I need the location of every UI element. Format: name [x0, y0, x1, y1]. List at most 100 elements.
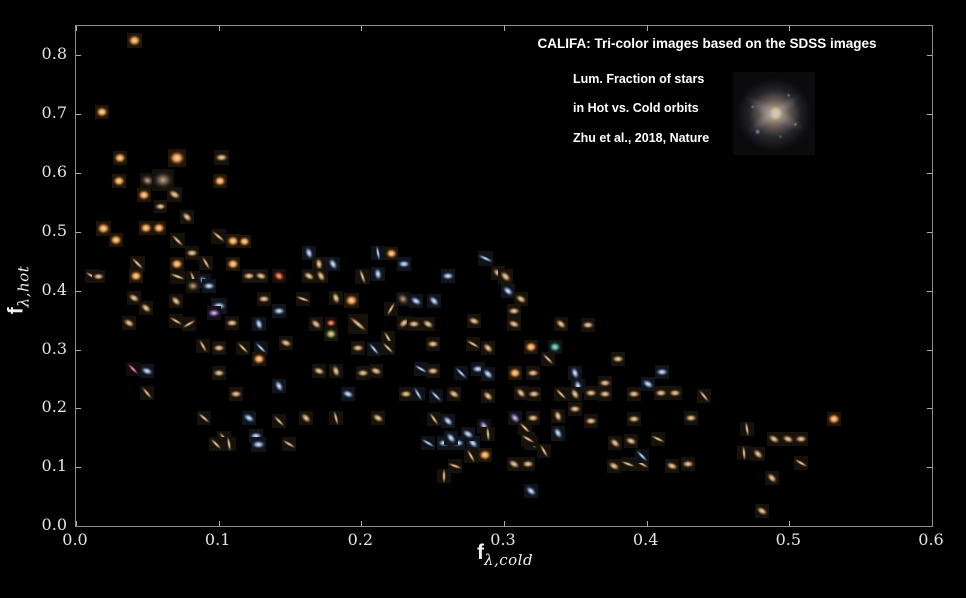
galaxy-thumbnail — [251, 337, 272, 358]
galaxy-thumbnail — [327, 409, 345, 427]
x-tick-mark — [504, 26, 505, 31]
galaxy-thumbnail — [225, 256, 240, 271]
galaxy-thumbnail — [565, 384, 585, 404]
galaxy-ellipse — [165, 290, 186, 311]
galaxy-thumbnail — [408, 384, 428, 404]
galaxy-ellipse — [168, 148, 187, 167]
galaxy-thumbnail — [201, 279, 216, 293]
galaxy-thumbnail — [738, 420, 755, 438]
galaxy-ellipse — [108, 233, 123, 248]
galaxy-ellipse — [251, 351, 266, 366]
galaxy-thumbnail — [196, 253, 216, 273]
galaxy-ellipse — [276, 334, 295, 353]
galaxy-ellipse — [478, 337, 499, 358]
galaxy-ellipse — [524, 340, 539, 355]
galaxy-thumbnail — [381, 299, 401, 319]
galaxy-ellipse — [241, 269, 256, 283]
galaxy-thumbnail — [584, 413, 599, 428]
galaxy-thumbnail — [451, 363, 472, 383]
galaxy-ellipse — [237, 235, 251, 249]
galaxy-thumbnail — [351, 340, 366, 355]
galaxy-thumbnail — [323, 254, 343, 274]
galaxy-ellipse — [344, 309, 373, 338]
galaxy-thumbnail — [793, 431, 808, 446]
galaxy-thumbnail — [119, 313, 139, 333]
galaxy-thumbnail — [638, 374, 658, 394]
galaxy-thumbnail — [526, 387, 541, 402]
galaxy-ellipse — [368, 408, 389, 428]
x-axis-label: fλ,cold — [477, 541, 533, 569]
galaxy-thumbnail — [268, 410, 289, 431]
galaxy-thumbnail — [463, 334, 483, 354]
galaxy-thumbnail — [791, 453, 811, 473]
galaxy-thumbnail — [370, 244, 387, 262]
galaxy-thumbnail — [152, 169, 175, 192]
y-tick-mark — [927, 408, 932, 410]
galaxy-ellipse — [126, 33, 142, 49]
galaxy-ellipse — [548, 423, 568, 443]
galaxy-ellipse — [137, 187, 152, 202]
x-tick-mark — [789, 521, 791, 526]
galaxy-ellipse — [279, 434, 299, 454]
y-axis-label-main: f — [4, 307, 28, 315]
galaxy-thumbnail — [138, 220, 153, 235]
galaxy-thumbnail — [511, 289, 531, 309]
galaxy-ellipse — [506, 303, 521, 318]
galaxy-ellipse — [366, 361, 385, 380]
galaxy-ellipse — [211, 340, 226, 355]
y-tick-mark — [76, 173, 81, 175]
galaxy-thumbnail — [511, 383, 532, 403]
galaxy-ellipse — [339, 385, 358, 404]
galaxy-thumbnail — [407, 316, 422, 331]
galaxy-thumbnail — [581, 317, 596, 332]
galaxy-thumbnail — [626, 411, 641, 426]
galaxy-ellipse — [211, 366, 226, 381]
galaxy-ellipse — [185, 279, 200, 293]
galaxy-thumbnail — [370, 265, 387, 282]
y-tick-mark — [927, 114, 932, 116]
galaxy-thumbnail — [214, 150, 230, 166]
galaxy-ellipse — [584, 413, 599, 428]
galaxy-ellipse — [228, 387, 243, 402]
galaxy-thumbnail — [425, 336, 440, 351]
galaxy-ellipse — [424, 290, 444, 311]
galaxy-thumbnail — [549, 407, 568, 425]
galaxy-ellipse — [136, 297, 156, 318]
galaxy-thumbnail — [446, 457, 465, 475]
galaxy-thumbnail — [584, 386, 599, 401]
galaxy-thumbnail — [165, 290, 186, 311]
galaxy-thumbnail — [138, 361, 157, 380]
galaxy-ellipse — [305, 313, 326, 334]
x-tick-label: 0.6 — [918, 530, 944, 549]
galaxy-ellipse — [565, 384, 585, 404]
galaxy-ellipse — [201, 279, 216, 293]
galaxy-thumbnail — [683, 410, 698, 425]
galaxy-ellipse — [405, 291, 426, 311]
galaxy-thumbnail — [551, 313, 571, 334]
galaxy-ellipse — [324, 326, 339, 341]
galaxy-thumbnail — [311, 266, 331, 286]
galaxy-thumbnail — [166, 230, 188, 252]
y-tick-label: 0.3 — [41, 338, 67, 358]
galaxy-thumbnail — [566, 364, 585, 383]
galaxy-ellipse — [179, 314, 199, 334]
galaxy-thumbnail — [151, 220, 166, 235]
galaxy-thumbnail — [506, 303, 521, 318]
galaxy-ellipse — [152, 169, 175, 192]
galaxy-ellipse — [239, 408, 259, 428]
galaxy-thumbnail — [108, 233, 123, 248]
galaxy-thumbnail — [177, 206, 198, 227]
galaxy-ellipse — [598, 387, 613, 402]
x-tick-mark — [76, 521, 77, 526]
galaxy-thumbnail — [778, 429, 797, 448]
galaxy-ellipse — [526, 387, 541, 402]
galaxy-ellipse — [584, 386, 599, 401]
galaxy-thumbnail — [505, 314, 523, 333]
galaxy-ellipse — [224, 316, 239, 331]
galaxy-thumbnail — [309, 361, 328, 380]
galaxy-thumbnail — [164, 184, 185, 206]
x-tick-mark — [646, 521, 648, 526]
galaxy-ellipse — [94, 104, 109, 119]
galaxy-ellipse — [538, 349, 559, 369]
galaxy-ellipse — [196, 253, 216, 273]
